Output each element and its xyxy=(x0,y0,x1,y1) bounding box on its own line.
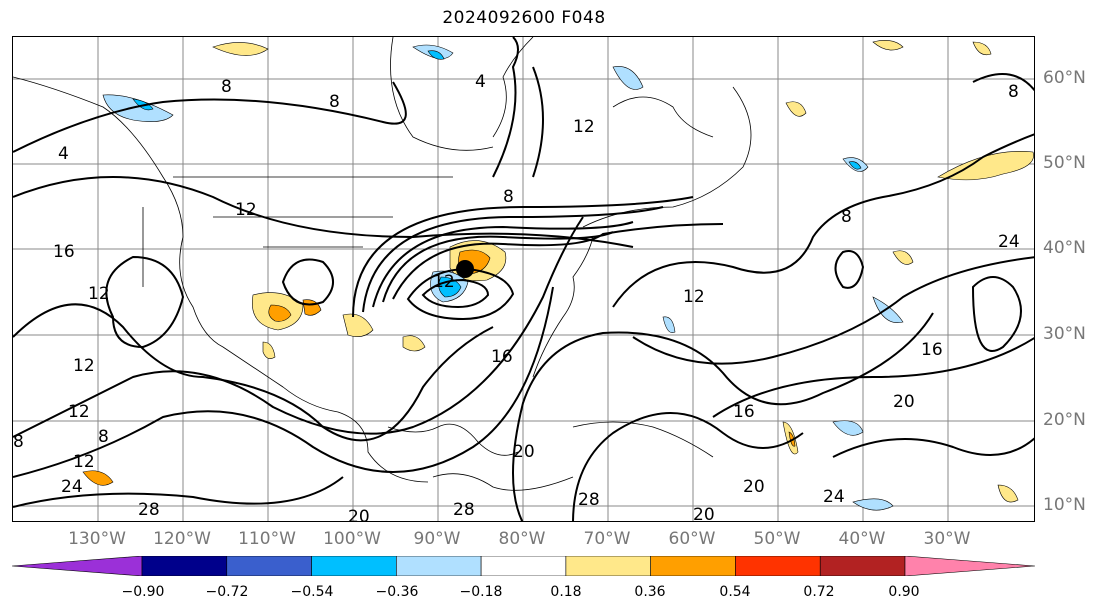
contour-label: 12 xyxy=(573,117,595,137)
positive-patch xyxy=(212,42,269,56)
negative-patch xyxy=(848,161,862,170)
colorbar-tick-label: −0.90 xyxy=(121,584,165,600)
colorbar-cell xyxy=(311,556,397,576)
positive-patch xyxy=(872,40,904,51)
negative-patch xyxy=(662,316,676,333)
low-center-marker xyxy=(456,260,474,278)
colorbar-extend-min xyxy=(12,556,143,576)
lon-label: 100°W xyxy=(323,529,381,549)
contour-label: 28 xyxy=(453,500,475,520)
lon-label: 30°W xyxy=(923,529,971,549)
colorbar-tick-label: −0.18 xyxy=(459,584,503,600)
positive-patch xyxy=(262,341,276,359)
contour-label: 12 xyxy=(88,284,110,304)
lon-label: 50°W xyxy=(753,529,801,549)
contour-label: 24 xyxy=(61,477,83,497)
positive-patch xyxy=(402,335,426,352)
contour-label: 8 xyxy=(841,207,852,227)
contour-label: 4 xyxy=(475,72,486,92)
positive-patch xyxy=(785,101,807,117)
colorbar-tick-label: −0.36 xyxy=(375,584,419,600)
colorbar-cell xyxy=(226,556,312,576)
colorbar-tick-label: −0.72 xyxy=(205,584,249,600)
colorbar-cell xyxy=(735,556,821,576)
positive-patch xyxy=(892,250,914,265)
negative-patch xyxy=(832,420,864,436)
negative-patch xyxy=(612,66,644,90)
lon-label: 70°W xyxy=(583,529,631,549)
contour-label-group: 8 8 4 4 12 8 8 8 16 12 12 12 8 8 12 24 2… xyxy=(13,72,1020,522)
positive-patch xyxy=(302,299,322,316)
contour-label: 16 xyxy=(733,402,755,422)
contour-label: 20 xyxy=(893,392,915,412)
contour-label: 8 xyxy=(98,427,109,447)
colorbar-tick-label: −0.54 xyxy=(290,584,334,600)
contour-label: 12 xyxy=(73,356,95,376)
contour-label: 12 xyxy=(683,287,705,307)
colorbar-cell xyxy=(480,556,567,576)
contour-label: 8 xyxy=(1008,82,1019,102)
negative-patch xyxy=(427,50,445,60)
contour-label: 16 xyxy=(491,347,513,367)
contour-label: 28 xyxy=(578,490,600,510)
contour-lines xyxy=(13,37,1034,521)
contour-label: 20 xyxy=(743,477,765,497)
positive-patch xyxy=(937,151,1034,181)
colorbar-cell xyxy=(141,556,228,576)
contour-label: 24 xyxy=(823,487,845,507)
colorbar-cell xyxy=(565,556,651,576)
lat-label: 60°N xyxy=(1043,68,1086,88)
positive-patch xyxy=(342,313,374,337)
negative-patch xyxy=(102,94,174,122)
contour-label: 16 xyxy=(921,340,943,360)
contour-label: 12 xyxy=(235,200,257,220)
map-title: 2024092600 F048 xyxy=(442,8,606,28)
positive-patch xyxy=(997,484,1019,503)
negative-patch xyxy=(872,296,904,324)
positive-patch xyxy=(82,470,114,486)
colorbar-cell xyxy=(819,556,906,576)
lat-label: 50°N xyxy=(1043,153,1086,173)
contour-label: 8 xyxy=(221,77,232,97)
lon-label: 130°W xyxy=(68,529,126,549)
contour-label: 12 xyxy=(68,402,90,422)
lon-label: 80°W xyxy=(498,529,546,549)
negative-patch xyxy=(852,498,894,511)
colorbar-tick-label: 0.54 xyxy=(719,584,751,600)
contour-label: 20 xyxy=(693,505,715,522)
colorbar-cell xyxy=(396,556,482,576)
contour-label: 12 xyxy=(433,272,455,292)
positive-patch xyxy=(268,304,292,322)
colorbar xyxy=(12,556,1035,576)
contour-label: 20 xyxy=(513,442,535,462)
lon-label: 110°W xyxy=(238,529,296,549)
contour-label: 8 xyxy=(503,187,514,207)
colorbar-tick-label: 0.36 xyxy=(634,584,666,600)
contour-label: 24 xyxy=(998,232,1020,252)
colorbar-tick-label: 0.18 xyxy=(550,584,582,600)
colorbar-tick-label: 0.72 xyxy=(803,584,835,600)
lat-label: 30°N xyxy=(1043,324,1086,344)
positive-patch xyxy=(972,41,992,56)
lon-label: 90°W xyxy=(413,529,461,549)
lat-label: 20°N xyxy=(1043,410,1086,430)
lon-label: 120°W xyxy=(153,529,211,549)
lon-label: 40°W xyxy=(838,529,886,549)
colorbar-extend-max xyxy=(904,556,1035,576)
colorbar-tick-label: 0.90 xyxy=(888,584,920,600)
map-panel[interactable]: 8 8 4 4 12 8 8 8 16 12 12 12 8 8 12 24 2… xyxy=(12,36,1035,522)
contour-label: 4 xyxy=(58,144,69,164)
map-svg: 8 8 4 4 12 8 8 8 16 12 12 12 8 8 12 24 2… xyxy=(13,37,1034,522)
contour-label: 12 xyxy=(73,452,95,472)
contour-label: 16 xyxy=(53,242,75,262)
colorbar-cell xyxy=(650,556,736,576)
contour-label: 20 xyxy=(348,507,370,522)
lat-label: 40°N xyxy=(1043,238,1086,258)
contour-label: 8 xyxy=(329,92,340,112)
contour-label: 28 xyxy=(138,500,160,520)
lon-label: 60°W xyxy=(668,529,716,549)
contour-label: 8 xyxy=(13,432,24,452)
lat-label: 10°N xyxy=(1043,495,1086,515)
